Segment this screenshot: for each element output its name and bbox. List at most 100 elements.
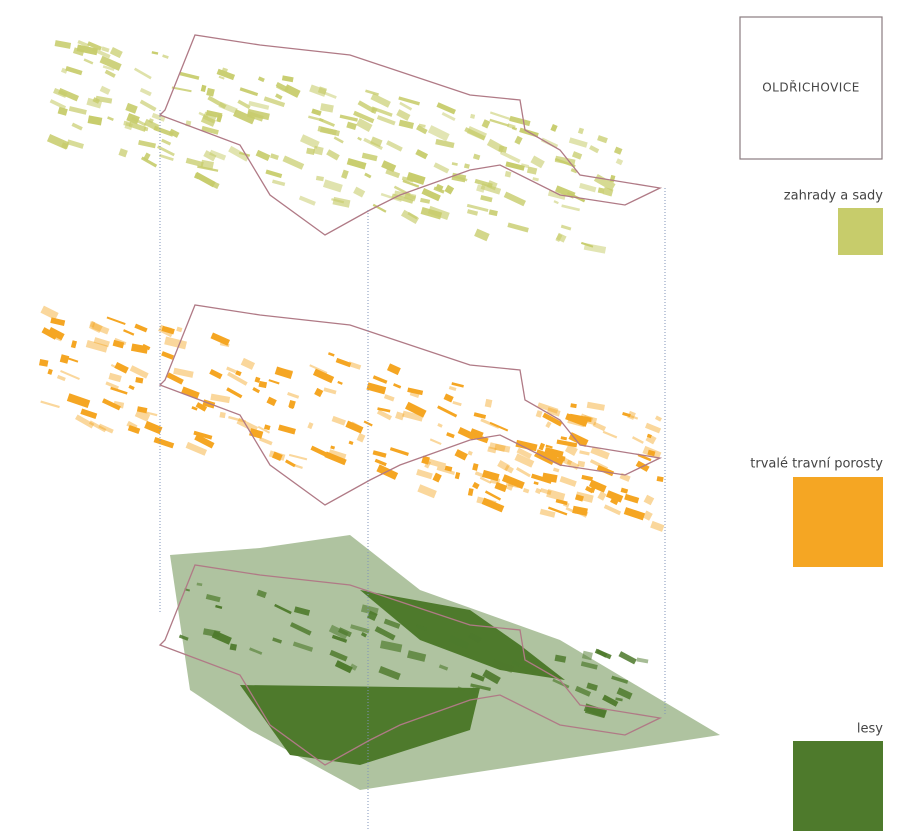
patch	[481, 119, 491, 129]
patch	[123, 329, 135, 336]
patch	[196, 582, 203, 587]
patch	[533, 481, 539, 486]
patch	[357, 100, 376, 114]
patch	[151, 112, 166, 122]
patch	[255, 149, 271, 161]
patch	[205, 110, 223, 119]
patch	[56, 374, 66, 382]
patch	[66, 393, 91, 408]
patch	[377, 407, 391, 413]
patch	[469, 687, 477, 696]
patch	[136, 406, 148, 414]
patch	[178, 634, 189, 641]
patch	[417, 484, 437, 499]
patch	[226, 366, 237, 374]
patch	[467, 209, 479, 216]
patch	[557, 455, 566, 462]
patch	[272, 637, 283, 644]
patch	[514, 135, 523, 145]
patch	[102, 65, 115, 71]
patch	[556, 439, 578, 448]
guides	[159, 110, 666, 830]
patch	[200, 84, 207, 93]
patch	[218, 75, 225, 80]
patch	[92, 97, 100, 104]
patch	[49, 99, 67, 110]
patch	[509, 115, 531, 127]
patch	[257, 76, 265, 83]
patch	[173, 367, 194, 378]
patch	[472, 463, 479, 471]
patch	[91, 322, 110, 335]
patch	[376, 464, 399, 480]
patch	[60, 67, 68, 74]
patch	[374, 626, 396, 641]
patch	[415, 149, 428, 160]
patch	[454, 472, 461, 480]
patch	[494, 443, 511, 453]
patch	[144, 420, 163, 435]
patch	[579, 182, 597, 193]
patch	[542, 452, 564, 467]
patch	[353, 186, 366, 198]
patch	[467, 488, 474, 497]
patch	[85, 340, 108, 353]
patch	[596, 465, 615, 477]
patch	[47, 327, 65, 341]
patch	[125, 102, 138, 114]
patch	[494, 481, 508, 493]
boundary	[158, 564, 663, 766]
patch	[474, 228, 490, 242]
patch	[287, 391, 300, 399]
patch	[586, 682, 598, 692]
patch	[53, 87, 68, 98]
patch	[452, 174, 468, 182]
patch	[347, 361, 362, 370]
patch	[514, 453, 535, 468]
patch	[464, 127, 486, 141]
patch	[336, 457, 345, 464]
patch	[429, 438, 442, 446]
patch	[308, 115, 324, 122]
patch	[179, 71, 200, 80]
patch	[210, 332, 230, 346]
patch	[631, 436, 644, 444]
patch	[158, 324, 175, 338]
layer-gardens	[46, 34, 663, 254]
patch	[507, 222, 529, 233]
patch	[457, 426, 476, 441]
patch	[99, 85, 111, 95]
patch	[345, 420, 364, 434]
patch	[274, 366, 294, 380]
patch	[616, 687, 633, 700]
patch	[310, 445, 331, 459]
patch	[227, 371, 248, 386]
patch	[562, 501, 570, 508]
patch	[451, 382, 464, 388]
patch	[383, 394, 395, 402]
patch	[489, 118, 510, 127]
patch	[588, 479, 607, 493]
patch	[282, 155, 305, 170]
patch	[339, 114, 358, 122]
patch	[76, 44, 98, 56]
patch	[577, 127, 585, 135]
patch	[481, 497, 505, 513]
patch	[134, 323, 148, 333]
patch	[337, 380, 343, 385]
patch	[594, 648, 612, 660]
patch	[356, 118, 373, 132]
patch	[386, 363, 401, 376]
patch	[47, 368, 53, 375]
patch	[166, 372, 184, 385]
patch	[389, 447, 409, 456]
patch	[527, 658, 545, 667]
layer-forest	[158, 535, 720, 790]
patch	[131, 116, 147, 127]
patch	[589, 486, 596, 494]
patch	[446, 432, 455, 439]
patch	[643, 494, 655, 506]
patch	[546, 407, 561, 417]
patch	[520, 163, 529, 169]
patch	[630, 415, 639, 420]
